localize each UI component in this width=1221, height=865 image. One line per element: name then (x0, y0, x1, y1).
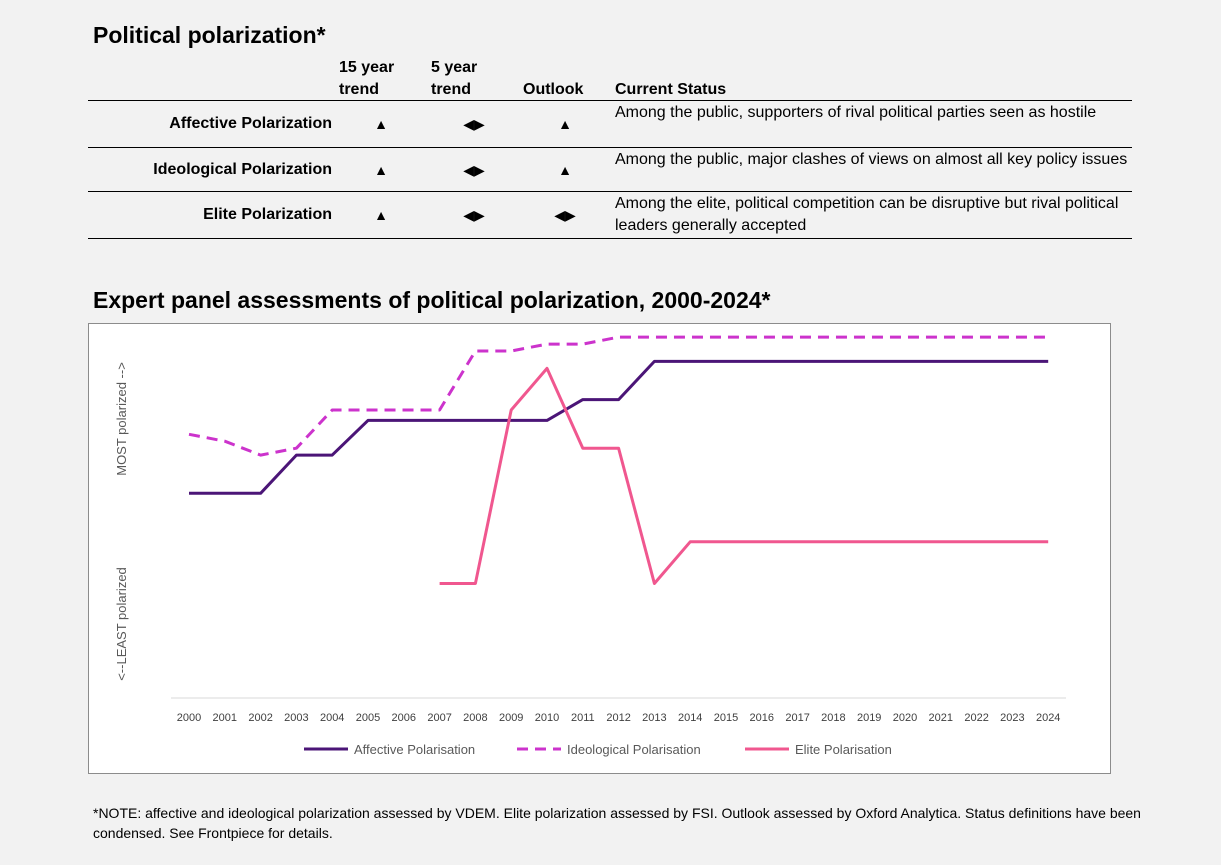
trend-5-year-ideological: ◀▶ (463, 162, 485, 178)
col-header-15-year-line1: 15 year (339, 59, 395, 76)
legend-label: Affective Polarisation (354, 742, 475, 757)
status-affective: Among the public, supporters of rival po… (615, 104, 1097, 121)
chart-title: Expert panel assessments of political po… (93, 287, 771, 313)
row-label-elite: Elite Polarization (203, 206, 332, 223)
x-tick-label: 2014 (678, 712, 702, 724)
x-tick-label: 2003 (284, 712, 308, 724)
status-elite: Among the elite, political competition c… (615, 195, 1119, 234)
col-header-15-year-line2: trend (339, 81, 379, 98)
table-divider (88, 100, 1132, 101)
col-header-outlook: Outlook (523, 81, 584, 98)
status-ideological: Among the public, major clashes of views… (615, 151, 1128, 168)
outlook-affective: ▲ (558, 116, 572, 132)
trend-15-year-affective: ▲ (374, 116, 388, 132)
x-tick-label: 2019 (857, 712, 881, 724)
legend-label: Ideological Polarisation (567, 742, 701, 757)
x-tick-label: 2020 (893, 712, 917, 724)
x-tick-label: 2002 (248, 712, 272, 724)
series-line-ideological-polarisation (188, 335, 1049, 457)
outlook-ideological: ▲ (558, 162, 572, 178)
footnote: *NOTE: affective and ideological polariz… (93, 805, 1141, 841)
col-header-5-year-line2: trend (431, 81, 471, 98)
x-tick-label: 2005 (356, 712, 380, 724)
table-divider (88, 238, 1132, 239)
x-tick-label: 2011 (571, 712, 595, 724)
x-tick-label: 2013 (642, 712, 666, 724)
line-chart: 2000 2001 2002 2003 2004 2005 2006 2007 2008 2009… (88, 323, 1111, 774)
series-line-elite-polarisation (439, 366, 1049, 585)
x-tick-label: 2008 (463, 712, 487, 724)
x-tick-label: 2016 (750, 712, 774, 724)
trend-5-year-elite: ◀▶ (463, 207, 485, 223)
x-tick-label: 2015 (714, 712, 738, 724)
x-tick-label: 2001 (213, 712, 237, 724)
x-tick-label: 2024 (1036, 712, 1060, 724)
trend-15-year-elite: ▲ (374, 207, 388, 223)
row-label-ideological: Ideological Polarization (153, 161, 332, 178)
table-divider (88, 147, 1132, 148)
table-divider (88, 191, 1132, 192)
x-tick-label: 2021 (929, 712, 953, 724)
trend-5-year-affective: ◀▶ (463, 116, 485, 132)
x-tick-label: 2023 (1000, 712, 1024, 724)
x-tick-label: 2012 (606, 712, 630, 724)
x-tick-label: 2006 (392, 712, 416, 724)
x-tick-label: 2009 (499, 712, 523, 724)
col-header-5-year-line1: 5 year (431, 59, 478, 76)
x-tick-label: 2010 (535, 712, 559, 724)
x-tick-label: 2018 (821, 712, 845, 724)
x-tick-label: 2004 (320, 712, 344, 724)
trend-15-year-ideological: ▲ (374, 162, 388, 178)
page-title: Political polarization* (93, 22, 326, 48)
legend-label: Elite Polarisation (795, 742, 892, 757)
series-line-affective-polarisation (189, 359, 1049, 495)
row-label-affective: Affective Polarization (169, 115, 332, 132)
x-tick-label: 2017 (785, 712, 809, 724)
col-header-5-year-trend: 5 year trend (431, 57, 477, 101)
x-tick-label: 2007 (427, 712, 451, 724)
x-tick-label: 2022 (964, 712, 988, 724)
x-tick-label: 2000 (177, 712, 201, 724)
chart-svg: 2000 2001 2002 2003 2004 2005 2006 2007 2008 2009… (114, 335, 1066, 757)
col-header-15-year-trend: 15 year trend (339, 57, 394, 101)
col-header-current-status: Current Status (615, 81, 727, 98)
y-axis-label-most: MOST polarized --> (114, 362, 129, 476)
outlook-elite: ◀▶ (554, 207, 576, 223)
y-axis-label-least: <--LEAST polarized (114, 567, 129, 681)
